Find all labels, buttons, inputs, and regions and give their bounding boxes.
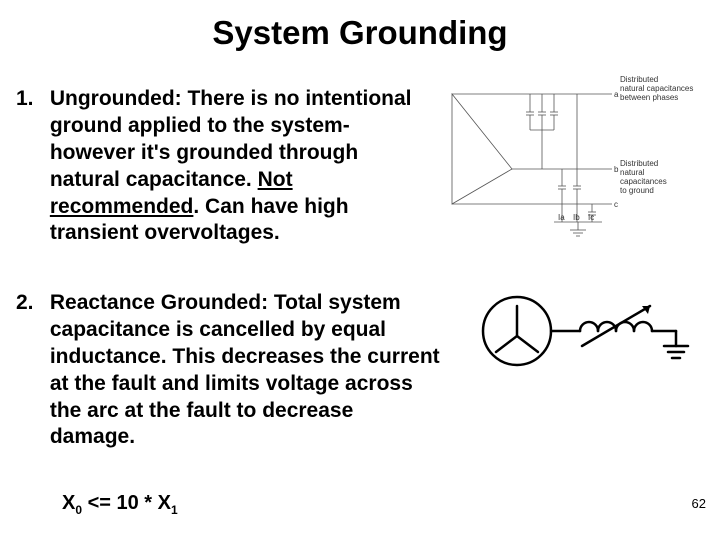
fig1-phase-c: c [614, 200, 618, 209]
slide: System Grounding 1. Ungrounded: There is… [0, 0, 720, 540]
formula-sub1: 1 [171, 503, 178, 517]
svg-text:between phases: between phases [620, 93, 678, 102]
list-number-1: 1. [16, 86, 44, 113]
formula-x0: X [62, 492, 75, 514]
item1-lead: Ungrounded: There is no intentional grou… [50, 87, 412, 191]
list-number-2: 2. [16, 290, 44, 317]
list-body-1: Ungrounded: There is no intentional grou… [50, 86, 430, 247]
svg-text:Ib: Ib [573, 213, 580, 222]
fig1-label-top: Distributed [620, 75, 658, 84]
page-number: 62 [692, 496, 706, 511]
svg-text:Ic: Ic [588, 213, 594, 222]
list-body-2: Reactance Grounded: Total system capacit… [50, 290, 442, 451]
formula: X0 <= 10 * X1 [62, 492, 178, 517]
svg-text:to ground: to ground [620, 186, 654, 195]
svg-text:natural capacitances: natural capacitances [620, 84, 693, 93]
figure-ungrounded: Distributed natural capacitances between… [442, 74, 700, 244]
formula-mid: <= 10 * X [82, 492, 171, 514]
svg-text:natural: natural [620, 168, 645, 177]
figure-reactance-grounded [472, 286, 702, 386]
svg-text:Ia: Ia [558, 213, 565, 222]
list-item-1: 1. Ungrounded: There is no intentional g… [16, 86, 436, 247]
fig1-label-bottom: Distributed [620, 159, 658, 168]
page-title: System Grounding [0, 14, 720, 52]
fig1-phase-a: a [614, 90, 619, 99]
svg-text:capacitances: capacitances [620, 177, 667, 186]
fig1-phase-b: b [614, 165, 619, 174]
list-item-2: 2. Reactance Grounded: Total system capa… [16, 290, 446, 451]
